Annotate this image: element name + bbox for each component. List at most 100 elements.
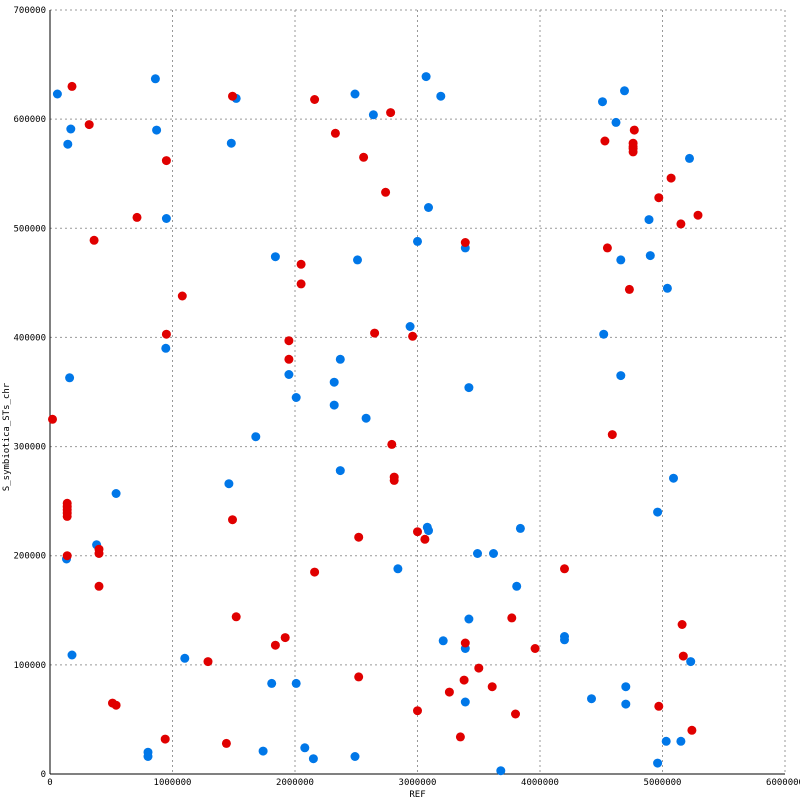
scatter-point <box>662 283 672 293</box>
scatter-point <box>270 252 280 262</box>
scatter-point <box>464 614 474 624</box>
scatter-point <box>616 255 626 265</box>
scatter-point <box>65 373 75 383</box>
scatter-point <box>62 551 72 561</box>
scatter-point <box>654 193 664 203</box>
scatter-point <box>330 128 340 138</box>
scatter-point <box>616 371 626 381</box>
scatter-point <box>424 526 433 536</box>
x-tick-label: 0 <box>47 778 52 788</box>
scatter-point <box>251 432 261 442</box>
y-tick-label: 500000 <box>13 224 46 234</box>
scatter-point <box>267 678 277 688</box>
scatter-point <box>687 725 697 735</box>
scatter-point <box>132 212 142 222</box>
scatter-point <box>587 694 596 704</box>
scatter-point <box>270 640 280 650</box>
axes <box>49 10 785 775</box>
scatter-point <box>226 138 236 148</box>
scatter-point <box>474 663 484 673</box>
y-tick-label: 300000 <box>13 443 46 453</box>
scatter-point <box>599 329 609 339</box>
scatter-point <box>653 507 663 517</box>
x-tick-label: 1000000 <box>154 778 192 788</box>
scatter-point <box>389 475 399 485</box>
scatter-point <box>354 532 364 542</box>
scatter-point <box>350 752 360 761</box>
scatter-point <box>350 89 360 99</box>
scatter-point <box>629 125 639 135</box>
scatter-point <box>370 328 380 338</box>
scatter-point <box>654 701 664 711</box>
scatter-point <box>438 636 448 646</box>
scatter-point <box>621 682 631 692</box>
scatter-point <box>405 322 415 331</box>
scatter-point <box>424 203 433 212</box>
scatter-point <box>329 400 339 410</box>
scatter-point <box>354 672 364 682</box>
scatter-point <box>611 117 621 127</box>
scatter-point <box>150 74 160 84</box>
scatter-point <box>203 657 213 667</box>
data-points <box>48 72 703 776</box>
scatter-point <box>685 153 694 163</box>
scatter-point <box>620 86 629 96</box>
scatter-point <box>436 91 446 101</box>
scatter-point <box>48 414 57 424</box>
grid-lines <box>50 9 786 774</box>
scatter-point <box>160 734 170 744</box>
scatter-point <box>678 651 688 661</box>
scatter-point <box>460 238 470 247</box>
scatter-point <box>628 147 638 157</box>
scatter-point <box>455 732 465 742</box>
scatter-point <box>161 343 171 353</box>
scatter-point <box>161 214 171 223</box>
scatter-point <box>161 156 171 166</box>
scatter-point <box>296 279 306 289</box>
scatter-point <box>507 613 517 623</box>
scatter-point <box>621 699 631 709</box>
scatter-point <box>420 534 430 544</box>
scatter-point <box>666 173 676 183</box>
scatter-point <box>686 657 696 667</box>
scatter-point <box>335 354 345 364</box>
scatter-point <box>94 549 104 558</box>
scatter-point <box>386 108 396 118</box>
scatter-point <box>602 243 612 253</box>
scatter-point <box>228 91 237 101</box>
scatter-point <box>408 331 418 341</box>
scatter-point <box>143 752 153 761</box>
scatter-point <box>624 284 634 294</box>
scatter-point <box>63 139 73 149</box>
scatter-point <box>381 187 391 197</box>
x-tick-label: 4000000 <box>521 778 559 788</box>
scatter-point <box>645 251 655 261</box>
scatter-point <box>677 620 687 629</box>
x-tick-label: 2000000 <box>276 778 314 788</box>
scatter-point <box>177 291 187 301</box>
scatter-point <box>644 215 654 225</box>
scatter-point <box>421 72 431 82</box>
scatter-point <box>653 758 663 768</box>
scatter-point <box>511 709 520 719</box>
scatter-point <box>284 336 294 346</box>
scatter-point <box>560 564 569 574</box>
scatter-point <box>291 393 301 402</box>
scatter-point <box>111 700 121 710</box>
scatter-point <box>487 682 497 692</box>
scatter-point <box>661 736 671 746</box>
y-tick-label: 0 <box>41 770 46 780</box>
tick-labels: 0 1000000 2000000 3000000 4000000 5000000 6000… <box>13 6 800 788</box>
y-tick-label: 200000 <box>13 552 46 562</box>
scatter-point <box>284 370 294 379</box>
scatter-point <box>221 738 231 748</box>
scatter-point <box>607 430 617 440</box>
scatter-point <box>84 120 94 130</box>
scatter-point <box>284 354 294 364</box>
scatter-point <box>368 110 378 120</box>
scatter-point <box>359 152 369 162</box>
scatter-point <box>329 377 339 387</box>
